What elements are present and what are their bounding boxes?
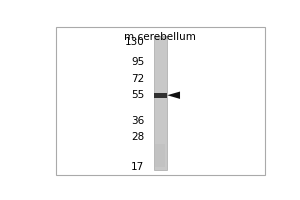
Text: 130: 130 — [125, 37, 145, 47]
FancyBboxPatch shape — [154, 36, 167, 170]
Text: 55: 55 — [131, 90, 145, 100]
Text: 17: 17 — [131, 162, 145, 172]
FancyBboxPatch shape — [154, 93, 167, 98]
Text: 36: 36 — [131, 116, 145, 126]
FancyBboxPatch shape — [56, 27, 266, 175]
Text: m.cerebellum: m.cerebellum — [124, 32, 196, 42]
Text: 95: 95 — [131, 57, 145, 67]
Text: 28: 28 — [131, 132, 145, 142]
FancyBboxPatch shape — [155, 144, 165, 167]
Text: 72: 72 — [131, 74, 145, 84]
Polygon shape — [167, 92, 180, 99]
